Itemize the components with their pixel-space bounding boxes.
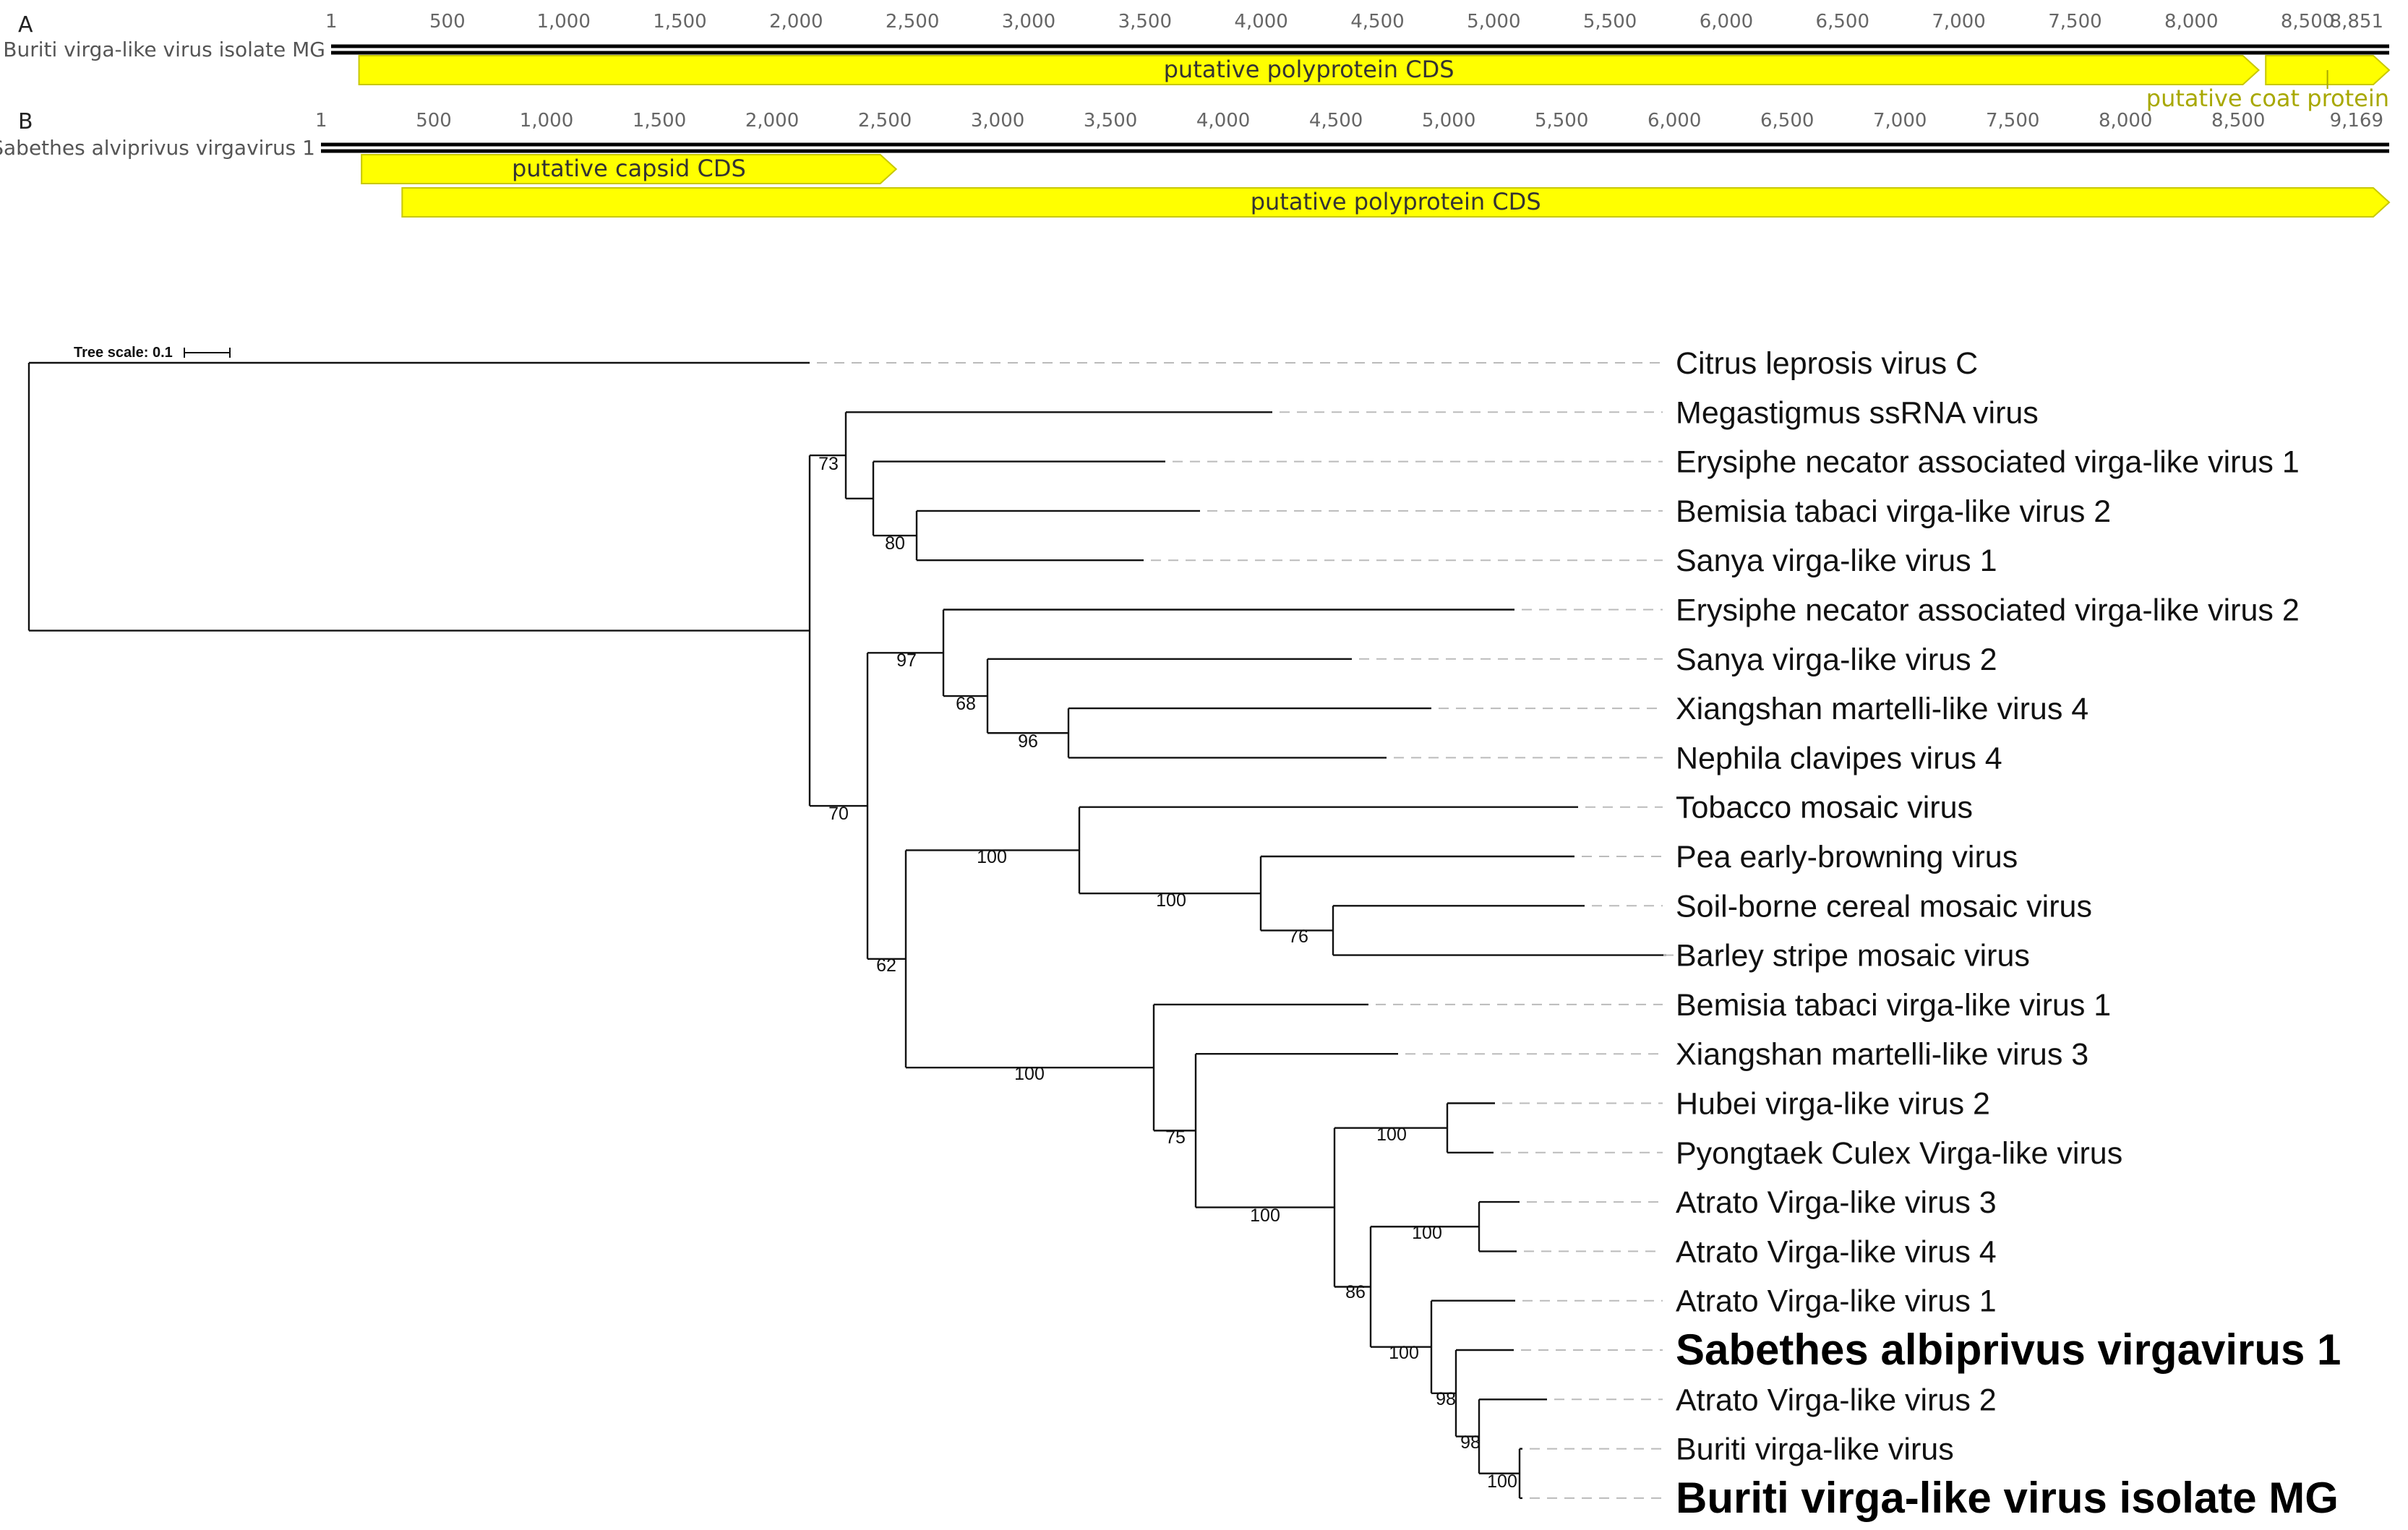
ruler-tick-label: 2,500 bbox=[858, 110, 912, 132]
tip-label: Sanya virga-like virus 2 bbox=[1676, 642, 1997, 677]
ruler-tick-label: 6,500 bbox=[1760, 110, 1814, 132]
cds-arrow bbox=[358, 55, 2261, 85]
ruler-tick-label: 7,000 bbox=[1873, 110, 1927, 132]
tip-label: Barley stripe mosaic virus bbox=[1676, 939, 2030, 974]
ruler-tick-label: 4,500 bbox=[1309, 110, 1363, 132]
ruler-tick-label: 1,500 bbox=[653, 11, 706, 33]
ruler-tick-label: 9,169 bbox=[2330, 110, 2383, 132]
bootstrap-value: 75 bbox=[1165, 1127, 1186, 1148]
cds-label: putative polyprotein CDS bbox=[1251, 188, 1541, 215]
tip-label: Erysiphe necator associated virga-like v… bbox=[1676, 593, 2300, 628]
bootstrap-value: 70 bbox=[828, 804, 849, 824]
bootstrap-value: 96 bbox=[1018, 731, 1038, 752]
tip-label: Megastigmus ssRNA virus bbox=[1676, 395, 2039, 430]
tip-label: Buriti virga-like virus bbox=[1676, 1432, 1954, 1467]
tip-label: Xiangshan martelli-like virus 3 bbox=[1676, 1037, 2088, 1072]
tip-label: Buriti virga-like virus isolate MG bbox=[1676, 1474, 2339, 1522]
tip-label: Atrato Virga-like virus 4 bbox=[1676, 1234, 1997, 1269]
ruler-tick-label: 8,500 bbox=[2281, 11, 2334, 33]
cds-label: putative capsid CDS bbox=[512, 155, 746, 182]
ruler-tick-label: 6,000 bbox=[1648, 110, 1701, 132]
ruler-tick-label: 5,000 bbox=[1422, 110, 1475, 132]
ruler-tick-label: 1,500 bbox=[633, 110, 686, 132]
panel-label: A bbox=[18, 12, 33, 38]
tree-scale-label: Tree scale: 0.1 bbox=[74, 345, 173, 361]
bootstrap-value: 98 bbox=[1436, 1389, 1456, 1409]
bootstrap-value: 62 bbox=[876, 955, 896, 976]
tip-label: Erysiphe necator associated virga-like v… bbox=[1676, 445, 2300, 480]
sequence-name: Sabethes alviprivus virgavirus 1 bbox=[0, 136, 315, 160]
ruler-tick-label: 4,000 bbox=[1234, 11, 1287, 33]
panel-label: B bbox=[18, 109, 33, 134]
ruler-tick-label: 8,500 bbox=[2211, 110, 2265, 132]
tip-label: Citrus leprosis virus C bbox=[1676, 346, 1978, 381]
cds-arrow bbox=[361, 154, 898, 184]
tip-label: Hubei virga-like virus 2 bbox=[1676, 1087, 1990, 1122]
tip-label: Xiangshan martelli-like virus 4 bbox=[1676, 692, 2088, 726]
ruler-tick-label: 3,000 bbox=[971, 110, 1024, 132]
tip-label: Atrato Virga-like virus 1 bbox=[1676, 1284, 1997, 1319]
ruler-tick-label: 2,500 bbox=[886, 11, 939, 33]
ruler-tick-label: 500 bbox=[416, 110, 452, 132]
tip-label: Tobacco mosaic virus bbox=[1676, 791, 1973, 825]
ruler-tick-label: 8,851 bbox=[2330, 11, 2383, 33]
ruler-tick-label: 500 bbox=[429, 11, 466, 33]
tip-label: Atrato Virga-like virus 2 bbox=[1676, 1383, 1997, 1417]
bootstrap-value: 86 bbox=[1345, 1282, 1366, 1302]
ruler-tick-label: 7,500 bbox=[1986, 110, 2039, 132]
bootstrap-value: 100 bbox=[1250, 1205, 1280, 1226]
cds-label: putative coat protein bbox=[2146, 85, 2389, 112]
tip-label: Bemisia tabaci virga-like virus 1 bbox=[1676, 988, 2111, 1023]
ruler-tick-label: 7,000 bbox=[1932, 11, 1985, 33]
bootstrap-value: 68 bbox=[956, 694, 976, 714]
ruler-tick-label: 8,000 bbox=[2164, 11, 2218, 33]
ruler-tick-label: 8,000 bbox=[2099, 110, 2152, 132]
bootstrap-value: 100 bbox=[977, 847, 1007, 867]
tip-label: Pea early-browning virus bbox=[1676, 840, 2018, 874]
tip-label: Sabethes albiprivus virgavirus 1 bbox=[1676, 1325, 2341, 1374]
ruler-tick-label: 7,500 bbox=[2048, 11, 2101, 33]
ruler-tick-label: 3,000 bbox=[1002, 11, 1055, 33]
ruler-tick-label: 1 bbox=[325, 11, 338, 33]
ruler-tick-label: 3,500 bbox=[1084, 110, 1137, 132]
ruler-tick-label: 5,000 bbox=[1467, 11, 1520, 33]
cds-arrow bbox=[401, 187, 2391, 218]
ruler-tick-label: 6,500 bbox=[1816, 11, 1869, 33]
bootstrap-value: 97 bbox=[896, 650, 917, 671]
tip-label: Nephila clavipes virus 4 bbox=[1676, 741, 2002, 775]
ruler-tick-label: 4,500 bbox=[1350, 11, 1404, 33]
bootstrap-value: 98 bbox=[1460, 1432, 1481, 1453]
bootstrap-value: 76 bbox=[1288, 927, 1308, 947]
sequence-name: Buriti virga-like virus isolate MG bbox=[3, 38, 325, 61]
bootstrap-value: 100 bbox=[1156, 890, 1186, 911]
ruler-tick-label: 1 bbox=[315, 110, 327, 132]
ruler-tick-label: 2,000 bbox=[769, 11, 823, 33]
bootstrap-value: 73 bbox=[818, 454, 839, 474]
ruler-tick-label: 3,500 bbox=[1118, 11, 1172, 33]
ruler-tick-label: 1,000 bbox=[536, 11, 590, 33]
phylogenetic-tree: 73 80 97 68 96 70 100 100 76 62 100 75 100 100 100 86 10… bbox=[27, 345, 2341, 1522]
bootstrap-value: 100 bbox=[1487, 1471, 1517, 1492]
ruler-tick-label: 2,000 bbox=[745, 110, 799, 132]
ruler-tick-label: 6,000 bbox=[1700, 11, 1753, 33]
cds-label: putative polyprotein CDS bbox=[1164, 56, 1454, 83]
bootstrap-value: 100 bbox=[1376, 1125, 1407, 1145]
bootstrap-value: 100 bbox=[1389, 1343, 1419, 1363]
tip-label: Sanya virga-like virus 1 bbox=[1676, 543, 1997, 578]
tip-label: Pyongtaek Culex Virga-like virus bbox=[1676, 1136, 2122, 1171]
ruler-tick-label: 5,500 bbox=[1535, 110, 1588, 132]
tip-label: Atrato Virga-like virus 3 bbox=[1676, 1185, 1997, 1220]
bootstrap-value: 100 bbox=[1014, 1064, 1045, 1084]
bootstrap-value: 80 bbox=[885, 533, 905, 554]
bootstrap-value: 100 bbox=[1412, 1223, 1442, 1243]
tip-label: Bemisia tabaci virga-like virus 2 bbox=[1676, 494, 2111, 529]
tip-label: Soil-borne cereal mosaic virus bbox=[1676, 889, 2092, 924]
ruler-tick-label: 4,000 bbox=[1196, 110, 1250, 132]
ruler-tick-label: 1,000 bbox=[520, 110, 573, 132]
ruler-tick-label: 5,500 bbox=[1583, 11, 1637, 33]
